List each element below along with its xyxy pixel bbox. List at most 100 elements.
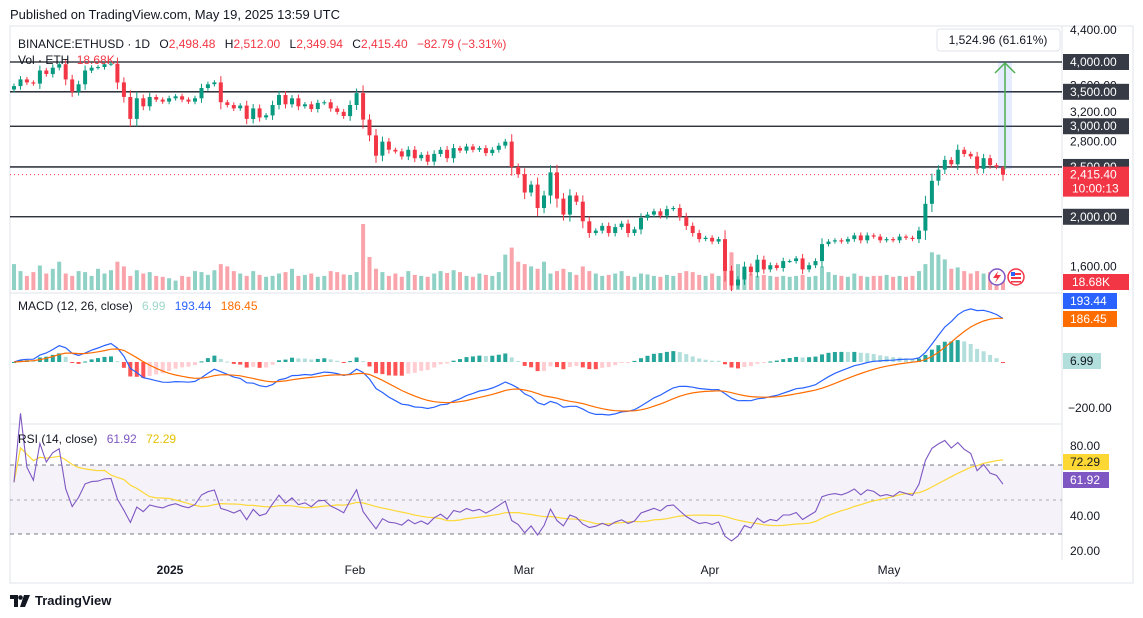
macd-histogram-bar <box>244 362 249 368</box>
volume-bar <box>522 264 527 290</box>
symbol-label[interactable]: BINANCE:ETHUSD · 1D <box>18 37 150 51</box>
candle-body <box>684 216 689 226</box>
candle-body <box>774 265 779 268</box>
macd-histogram-bar <box>671 351 676 362</box>
candle-body <box>600 225 605 231</box>
volume-bar <box>858 275 863 290</box>
macd-histogram-bar <box>341 362 346 363</box>
events-icon[interactable] <box>988 268 1006 286</box>
candle-body <box>490 149 495 154</box>
tradingview-logo[interactable]: TradingView <box>10 593 111 608</box>
candle-body <box>154 97 159 100</box>
macd-hist-badge <box>1063 353 1101 369</box>
volume-bar <box>264 276 269 290</box>
macd-histogram-bar <box>445 362 450 364</box>
candle-body <box>535 184 540 208</box>
measure-tool[interactable]: 1,524.96 (61.61%) <box>936 28 1061 170</box>
macd-histogram-bar <box>794 356 799 362</box>
volume-bar <box>361 224 366 290</box>
candle-body <box>542 195 546 208</box>
candle-body <box>412 149 417 159</box>
macd-histogram-bar <box>134 362 139 377</box>
macd-histogram-bar <box>658 353 663 362</box>
candle-body <box>787 261 792 263</box>
volume-bar <box>251 271 256 290</box>
volume-value: 18.68K <box>77 53 115 67</box>
macd-histogram-bar <box>639 358 643 362</box>
time-tick: Apr <box>701 563 720 577</box>
volume-bar <box>981 273 986 290</box>
volume-bar <box>542 261 546 290</box>
candle-body <box>425 154 430 162</box>
macd-histogram-bar <box>988 354 993 362</box>
candle-body <box>173 96 178 99</box>
pane-border <box>9 25 1134 584</box>
macd-histogram-bar <box>684 354 689 362</box>
candle-body <box>522 174 527 193</box>
candle-body <box>593 230 598 233</box>
macd-histogram-bar <box>736 362 740 369</box>
macd-histogram-bar <box>697 358 702 362</box>
price-level-label: 3,000.00 <box>1070 119 1117 133</box>
candle-body <box>257 108 262 118</box>
candle-body <box>580 201 585 222</box>
high-value: 2,512.00 <box>233 37 280 51</box>
candle-body <box>555 172 559 199</box>
candle-body <box>800 258 805 270</box>
brand-name: TradingView <box>35 593 112 608</box>
volume-bar <box>975 271 980 290</box>
macd-histogram-bar <box>865 353 870 362</box>
volume-bar <box>83 272 88 290</box>
volume-bar <box>380 272 385 290</box>
volume-legend: Vol · ETH 18.68K <box>18 53 115 67</box>
candle-body <box>445 149 450 159</box>
candle-body <box>89 67 94 71</box>
macd-histogram-bar <box>587 362 592 370</box>
macd-histogram-bar <box>619 362 624 363</box>
volume-label: Vol · ETH <box>18 53 69 67</box>
low-value: 2,349.94 <box>296 37 343 51</box>
candle-body <box>690 225 695 233</box>
candle-body <box>574 195 579 202</box>
macd-histogram-bar <box>470 356 475 362</box>
volume-bar <box>891 276 896 290</box>
candle-body <box>406 149 411 157</box>
volume-bar <box>561 268 566 290</box>
macd-histogram-bar <box>710 360 715 362</box>
price-level-label-bg <box>1063 54 1129 70</box>
macd-tick: −200.00 <box>1068 401 1112 415</box>
volume-bar <box>141 273 146 290</box>
volume-bar <box>173 280 178 290</box>
candle-body <box>781 261 786 268</box>
macd-histogram-bar <box>981 351 986 362</box>
volume-bar <box>716 275 721 290</box>
macd-histogram-bar <box>820 354 824 362</box>
macd-histogram-bar <box>251 362 256 367</box>
candle-body <box>671 208 676 210</box>
volume-bar <box>884 274 889 290</box>
candle-body <box>742 266 747 280</box>
volume-bar <box>290 268 294 290</box>
volume-bar <box>949 268 954 290</box>
rsi-tick: 20.00 <box>1070 544 1100 558</box>
candle-body <box>613 227 618 233</box>
volume-bar <box>697 274 702 290</box>
macd-histogram-bar <box>878 355 883 362</box>
high-label: H <box>225 37 234 51</box>
volume-bar <box>917 271 921 290</box>
volume-bar <box>160 276 165 290</box>
macd-histogram-bar <box>218 358 223 362</box>
price-tick: 4,400.00 <box>1070 23 1117 37</box>
candle-body <box>651 211 656 215</box>
volume-bar <box>768 275 773 290</box>
volume-bar <box>354 272 359 290</box>
macd-histogram-bar <box>645 355 650 362</box>
macd-histogram-bar <box>606 362 611 368</box>
macd-histogram-bar <box>781 359 786 362</box>
volume-bar <box>490 275 495 290</box>
volume-bar <box>548 273 553 290</box>
macd-histogram-bar <box>962 341 967 362</box>
macd-histogram-bar <box>96 358 100 362</box>
candle-body <box>736 279 740 286</box>
flag-icon[interactable] <box>1007 268 1025 286</box>
